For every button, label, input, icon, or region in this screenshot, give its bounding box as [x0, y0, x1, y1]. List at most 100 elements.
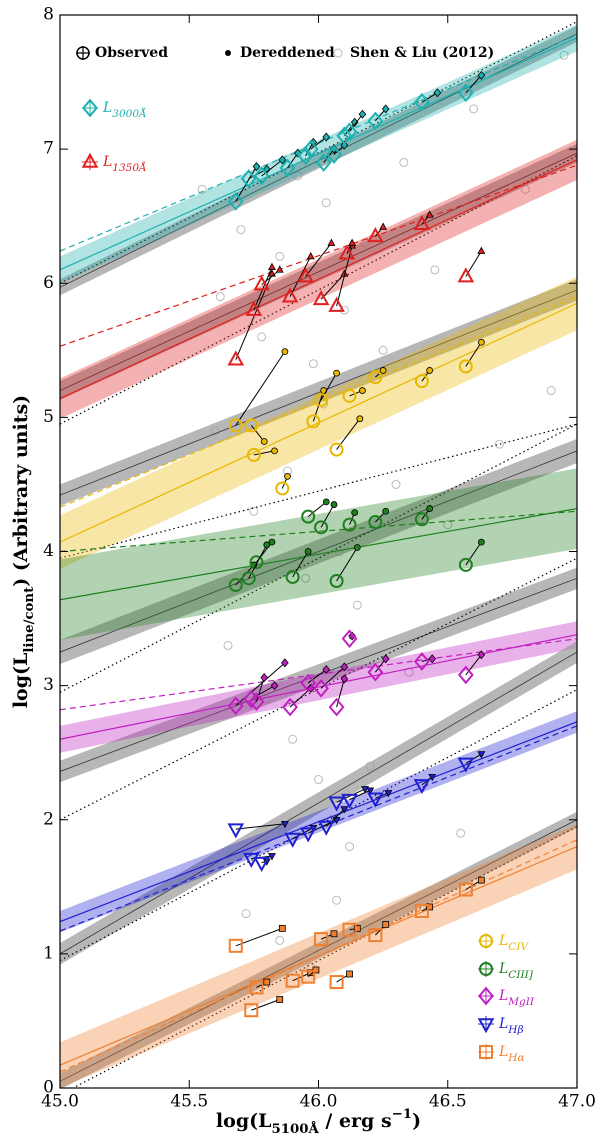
- dereddened-point: [280, 820, 289, 829]
- dereddening-link: [336, 678, 345, 708]
- dereddened-point: [379, 367, 387, 374]
- comparison-point: [345, 842, 355, 852]
- dereddened-point: [278, 924, 286, 932]
- dereddened-point: [428, 774, 437, 782]
- y-tick-label: 7: [43, 139, 54, 159]
- dereddened-point: [382, 507, 390, 515]
- observed-point: [367, 227, 384, 243]
- observed-point: [227, 696, 244, 716]
- dereddened-point: [322, 665, 331, 675]
- dereddened-point: [260, 438, 268, 445]
- comparison-point: [197, 184, 207, 194]
- observed-point: [368, 514, 383, 529]
- legend-marker: [76, 46, 90, 60]
- dereddened-point: [425, 210, 434, 218]
- observed-point: [367, 792, 384, 808]
- x-tick-label: 46.5: [429, 1092, 467, 1112]
- observed-point: [249, 555, 264, 570]
- observed-point: [227, 350, 245, 366]
- fit-line: [60, 159, 577, 400]
- observed-point: [240, 169, 257, 188]
- dereddened-point: [366, 787, 375, 795]
- dereddening-link: [250, 425, 265, 442]
- comparison-point: [456, 828, 466, 838]
- dereddened-point: [304, 548, 312, 555]
- dashed-fit-line: [60, 510, 577, 553]
- legend-label: Observed: [95, 45, 168, 61]
- observed-point: [457, 83, 474, 103]
- x-tick-label: 45.5: [170, 1092, 208, 1112]
- dereddened-point: [477, 650, 486, 660]
- observed-point: [457, 267, 475, 283]
- observed-point: [297, 146, 314, 166]
- dereddening-link: [320, 504, 335, 528]
- series-legend-marker: [82, 154, 98, 170]
- series-label: L1350Å: [102, 154, 147, 174]
- observed-point: [328, 296, 345, 312]
- dereddening-link: [307, 501, 327, 518]
- comparison-point: [430, 265, 440, 275]
- observed-point: [279, 158, 296, 178]
- dereddened-point: [356, 415, 364, 423]
- grey-fit-band: [60, 811, 577, 1088]
- observed-point: [368, 370, 383, 385]
- observed-point: [302, 139, 319, 159]
- comparison-point: [494, 439, 504, 449]
- dereddened-point: [433, 88, 442, 98]
- dereddened-point: [348, 238, 357, 246]
- dereddening-link: [235, 351, 286, 426]
- dereddened-point: [263, 978, 271, 986]
- dereddened-point: [351, 509, 359, 517]
- grey-fit-line: [60, 819, 577, 1082]
- observed-point: [458, 882, 473, 897]
- observed-point: [242, 852, 260, 868]
- comparison-point: [236, 225, 246, 235]
- observed-point: [414, 903, 429, 918]
- observed-point: [314, 932, 329, 947]
- dereddened-point: [330, 501, 338, 508]
- observed-point: [413, 652, 430, 671]
- observed-point: [328, 697, 345, 717]
- y-tick-label: 6: [43, 273, 54, 293]
- overlay: 45.0 45.5 46.0 46.5 47.0 0 1 2 3 4 5 6 7 8 log(L5100Å …: [10, 5, 596, 1138]
- observed-point: [329, 975, 344, 990]
- dereddened-point: [267, 262, 276, 270]
- dereddened-point: [267, 853, 276, 861]
- dereddening-link: [310, 136, 327, 150]
- comparison-point: [275, 935, 285, 945]
- dereddening-link: [292, 827, 314, 839]
- dereddened-point: [477, 538, 485, 546]
- dereddened-point: [270, 681, 279, 691]
- x-tick-label: 46.0: [300, 1092, 338, 1112]
- dereddened-point: [260, 673, 269, 683]
- dereddening-link: [465, 541, 482, 566]
- observed-point: [342, 388, 357, 403]
- dereddened-point: [332, 816, 341, 825]
- dereddened-point: [353, 544, 361, 551]
- dereddened-point: [327, 238, 336, 246]
- comparison-point: [257, 332, 267, 342]
- observed-point: [282, 697, 298, 717]
- observed-point: [275, 481, 290, 496]
- observed-point: [314, 520, 329, 535]
- legend-marker: [333, 48, 343, 58]
- grey-fit-line: [60, 450, 577, 653]
- dereddened-point: [353, 924, 361, 932]
- observed-point: [341, 122, 358, 142]
- dereddened-point: [477, 70, 486, 80]
- observed-point: [313, 678, 329, 698]
- observed-point: [315, 153, 332, 172]
- observed-point: [341, 629, 358, 649]
- dereddened-point: [426, 505, 434, 512]
- dereddened-point: [271, 447, 278, 455]
- dereddening-link: [292, 551, 309, 578]
- dereddened-point: [428, 654, 437, 664]
- comparison-point: [301, 573, 311, 583]
- series-legend-marker: [478, 1044, 494, 1060]
- series-legend-marker: [478, 961, 494, 977]
- dashed-fit-line: [60, 725, 577, 932]
- comparison-point: [332, 895, 342, 905]
- observed-point: [312, 290, 330, 306]
- series-legend-marker: [478, 988, 494, 1004]
- dotted-line: [60, 21, 577, 284]
